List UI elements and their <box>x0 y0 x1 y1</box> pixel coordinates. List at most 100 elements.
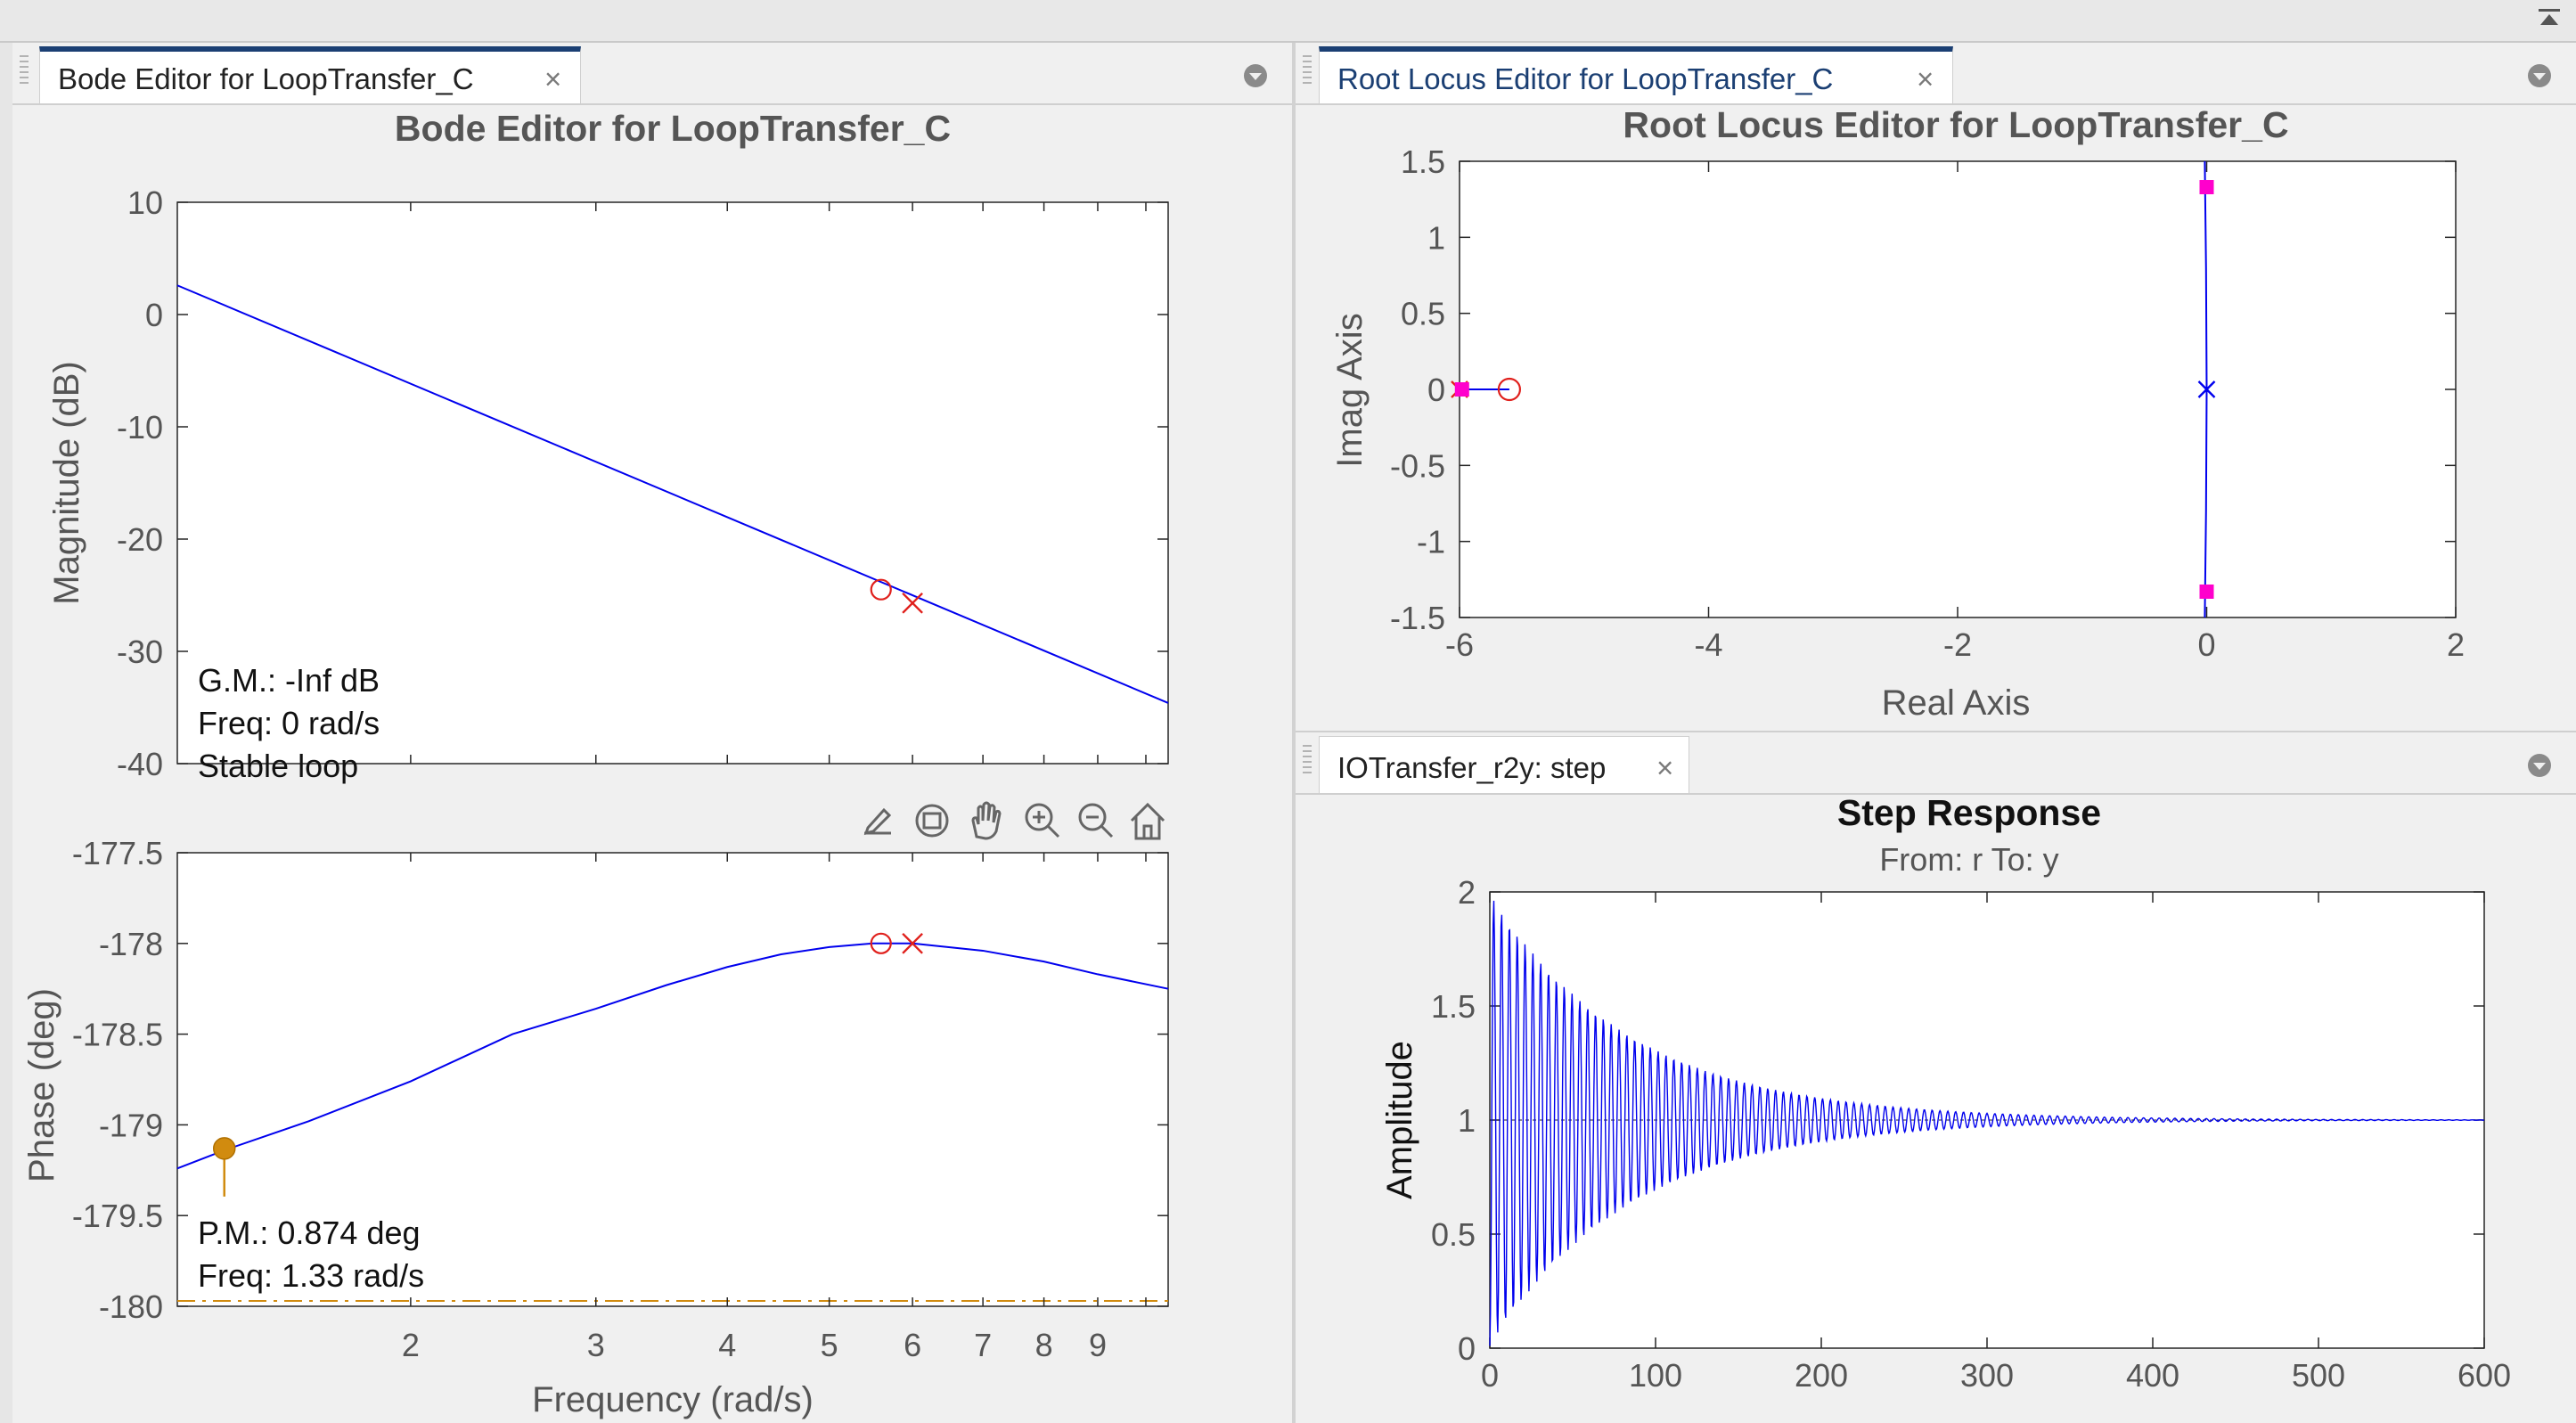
freq-tick-label: 2 <box>402 1327 420 1363</box>
close-icon[interactable]: × <box>1917 62 1934 95</box>
close-icon[interactable]: × <box>1656 751 1674 784</box>
time-tick-label: 400 <box>2126 1357 2179 1394</box>
home-icon[interactable] <box>1130 802 1165 840</box>
tab-step-response[interactable]: IOTransfer_r2y: step × <box>1319 736 1689 793</box>
open-loop-zero-marker <box>1497 377 1521 402</box>
close-icon[interactable]: × <box>544 62 562 95</box>
tab-label: Bode Editor for LoopTransfer_C <box>58 62 474 95</box>
time-tick-label: 100 <box>1629 1357 1682 1394</box>
rlocus-axes[interactable]: -6 -4 -2 0 2 1.5 1 0.5 0 -0.5 -1 -1.5 <box>1390 143 2465 663</box>
magnitude-axes[interactable]: 10 0 -10 -20 -30 -40 G.M.: -Inf dB Freq: 0 ra… <box>117 184 1169 784</box>
panel-divider[interactable] <box>1292 43 1296 1423</box>
mag-tick-label: -20 <box>117 521 163 558</box>
time-tick-label: 500 <box>2292 1357 2345 1394</box>
imag-tick-label: -1 <box>1417 524 1445 560</box>
real-tick-label: -2 <box>1943 626 1972 663</box>
gm-freq-text: Freq: 0 rad/s <box>198 705 380 741</box>
imag-tick-label: -0.5 <box>1390 447 1445 484</box>
bode-panel: Bode Editor for LoopTransfer_C × Bode Ed… <box>12 43 1292 1423</box>
real-tick-label: -4 <box>1694 626 1722 663</box>
phase-margin-marker <box>212 1137 236 1160</box>
compensator-zero-marker <box>870 578 892 601</box>
phase-axes[interactable]: -177.5 -178 -178.5 -179 -179.5 -180 P.M.: 0.8… <box>72 835 1169 1325</box>
freq-tick-label: 5 <box>821 1327 838 1363</box>
step-subtitle: From: r To: y <box>1879 841 2058 878</box>
compensator-zero-marker <box>870 932 892 954</box>
panel-menu-icon[interactable] <box>2526 62 2553 89</box>
freq-tick-label: 3 <box>587 1327 605 1363</box>
magnitude-ylabel: Magnitude (dB) <box>47 361 86 604</box>
rlocus-xlabel: Real Axis <box>1882 683 2031 723</box>
phase-curve <box>176 942 1169 1170</box>
zoom-out-icon[interactable] <box>1078 803 1114 838</box>
phase-tick-label: -179.5 <box>72 1198 163 1234</box>
edit-icon[interactable] <box>863 807 892 836</box>
closed-loop-pole-marker <box>1454 382 1469 397</box>
bode-plot: Bode Editor for LoopTransfer_C 10 0 -10 -20… <box>22 108 1180 1419</box>
tab-bode-editor[interactable]: Bode Editor for LoopTransfer_C × <box>39 46 581 103</box>
phase-tick-label: -178 <box>99 926 163 962</box>
closed-loop-pole-marker <box>2199 584 2214 599</box>
step-ylabel: Amplitude <box>1380 1041 1419 1199</box>
locus-branch <box>2204 160 2208 390</box>
freq-tick-label: 6 <box>904 1327 921 1363</box>
step-title: Step Response <box>1837 792 2101 833</box>
imag-tick-label: 0.5 <box>1401 296 1445 332</box>
open-loop-pole-marker <box>2197 380 2216 398</box>
phase-tick-label: -177.5 <box>72 835 163 871</box>
drag-grip-icon[interactable] <box>20 55 29 86</box>
freq-tick-label: 9 <box>1089 1327 1107 1363</box>
imag-tick-label: -1.5 <box>1390 600 1445 636</box>
gm-text: G.M.: -Inf dB <box>198 662 380 699</box>
magnitude-curve <box>176 284 1169 704</box>
gm-status-text: Stable loop <box>198 748 358 784</box>
phase-tick-label: -179 <box>99 1107 163 1143</box>
panel-menu-icon[interactable] <box>2526 752 2553 779</box>
drag-grip-icon[interactable] <box>1303 55 1312 86</box>
imag-tick-label: 0 <box>1427 372 1445 408</box>
rlocus-plot: Root Locus Editor for LoopTransfer_C -6-… <box>1330 104 2465 723</box>
rlocus-panel: Root Locus Editor for LoopTransfer_C × R… <box>1296 43 2576 731</box>
step-tab-bar: IOTransfer_r2y: step × <box>1296 731 2576 795</box>
amplitude-tick-label: 1 <box>1458 1102 1476 1139</box>
freq-tick-label: 8 <box>1035 1327 1053 1363</box>
collapse-toolstrip-icon[interactable] <box>2535 5 2564 34</box>
time-tick-label: 0 <box>1481 1357 1499 1394</box>
phase-plot-area[interactable] <box>176 852 1169 1307</box>
bode-title: Bode Editor for LoopTransfer_C <box>395 108 951 149</box>
axes-toolbar <box>850 796 1180 847</box>
magnitude-plot-area[interactable] <box>176 201 1169 765</box>
tab-rlocus-editor[interactable]: Root Locus Editor for LoopTransfer_C × <box>1319 46 1953 103</box>
rlocus-ylabel: Imag Axis <box>1330 313 1370 467</box>
amplitude-tick-label: 0.5 <box>1431 1216 1476 1253</box>
rlocus-plot-area[interactable] <box>1459 160 2457 618</box>
pan-hand-icon[interactable] <box>971 801 1002 840</box>
rotate-icon[interactable] <box>915 804 949 838</box>
tab-label: Root Locus Editor for LoopTransfer_C <box>1337 62 1834 95</box>
rlocus-title: Root Locus Editor for LoopTransfer_C <box>1623 104 2288 145</box>
step-plot: Step Response From: r To: y 0 100 200 300 40… <box>1380 792 2511 1394</box>
imag-tick-label: 1.5 <box>1401 143 1445 180</box>
drag-grip-icon[interactable] <box>1303 745 1312 775</box>
amplitude-tick-label: 2 <box>1458 874 1476 911</box>
tab-label: IOTransfer_r2y: step <box>1337 751 1607 784</box>
time-tick-label: 200 <box>1795 1357 1848 1394</box>
pm-text: P.M.: 0.874 deg <box>198 1214 421 1251</box>
left-side-strip <box>0 43 13 1423</box>
imag-tick-label: 1 <box>1427 219 1445 256</box>
amplitude-tick-label: 0 <box>1458 1330 1476 1367</box>
bode-tab-bar: Bode Editor for LoopTransfer_C × <box>12 43 1292 105</box>
real-tick-label: 0 <box>2197 626 2215 663</box>
rlocus-tab-bar: Root Locus Editor for LoopTransfer_C × <box>1296 43 2576 105</box>
freq-tick-label: 4 <box>718 1327 736 1363</box>
mag-tick-label: -30 <box>117 634 163 670</box>
mag-tick-label: 10 <box>127 184 163 221</box>
panel-menu-icon[interactable] <box>1242 62 1269 89</box>
compensator-pole-marker <box>902 932 923 954</box>
real-tick-label: -6 <box>1445 626 1474 663</box>
zoom-in-icon[interactable] <box>1025 803 1060 838</box>
time-tick-label: 300 <box>1960 1357 2014 1394</box>
closed-loop-pole-marker <box>2199 180 2214 195</box>
step-axes[interactable]: 0 100 200 300 400 500 600 2 1.5 1 0.5 0 <box>1431 874 2511 1394</box>
amplitude-tick-label: 1.5 <box>1431 988 1476 1025</box>
